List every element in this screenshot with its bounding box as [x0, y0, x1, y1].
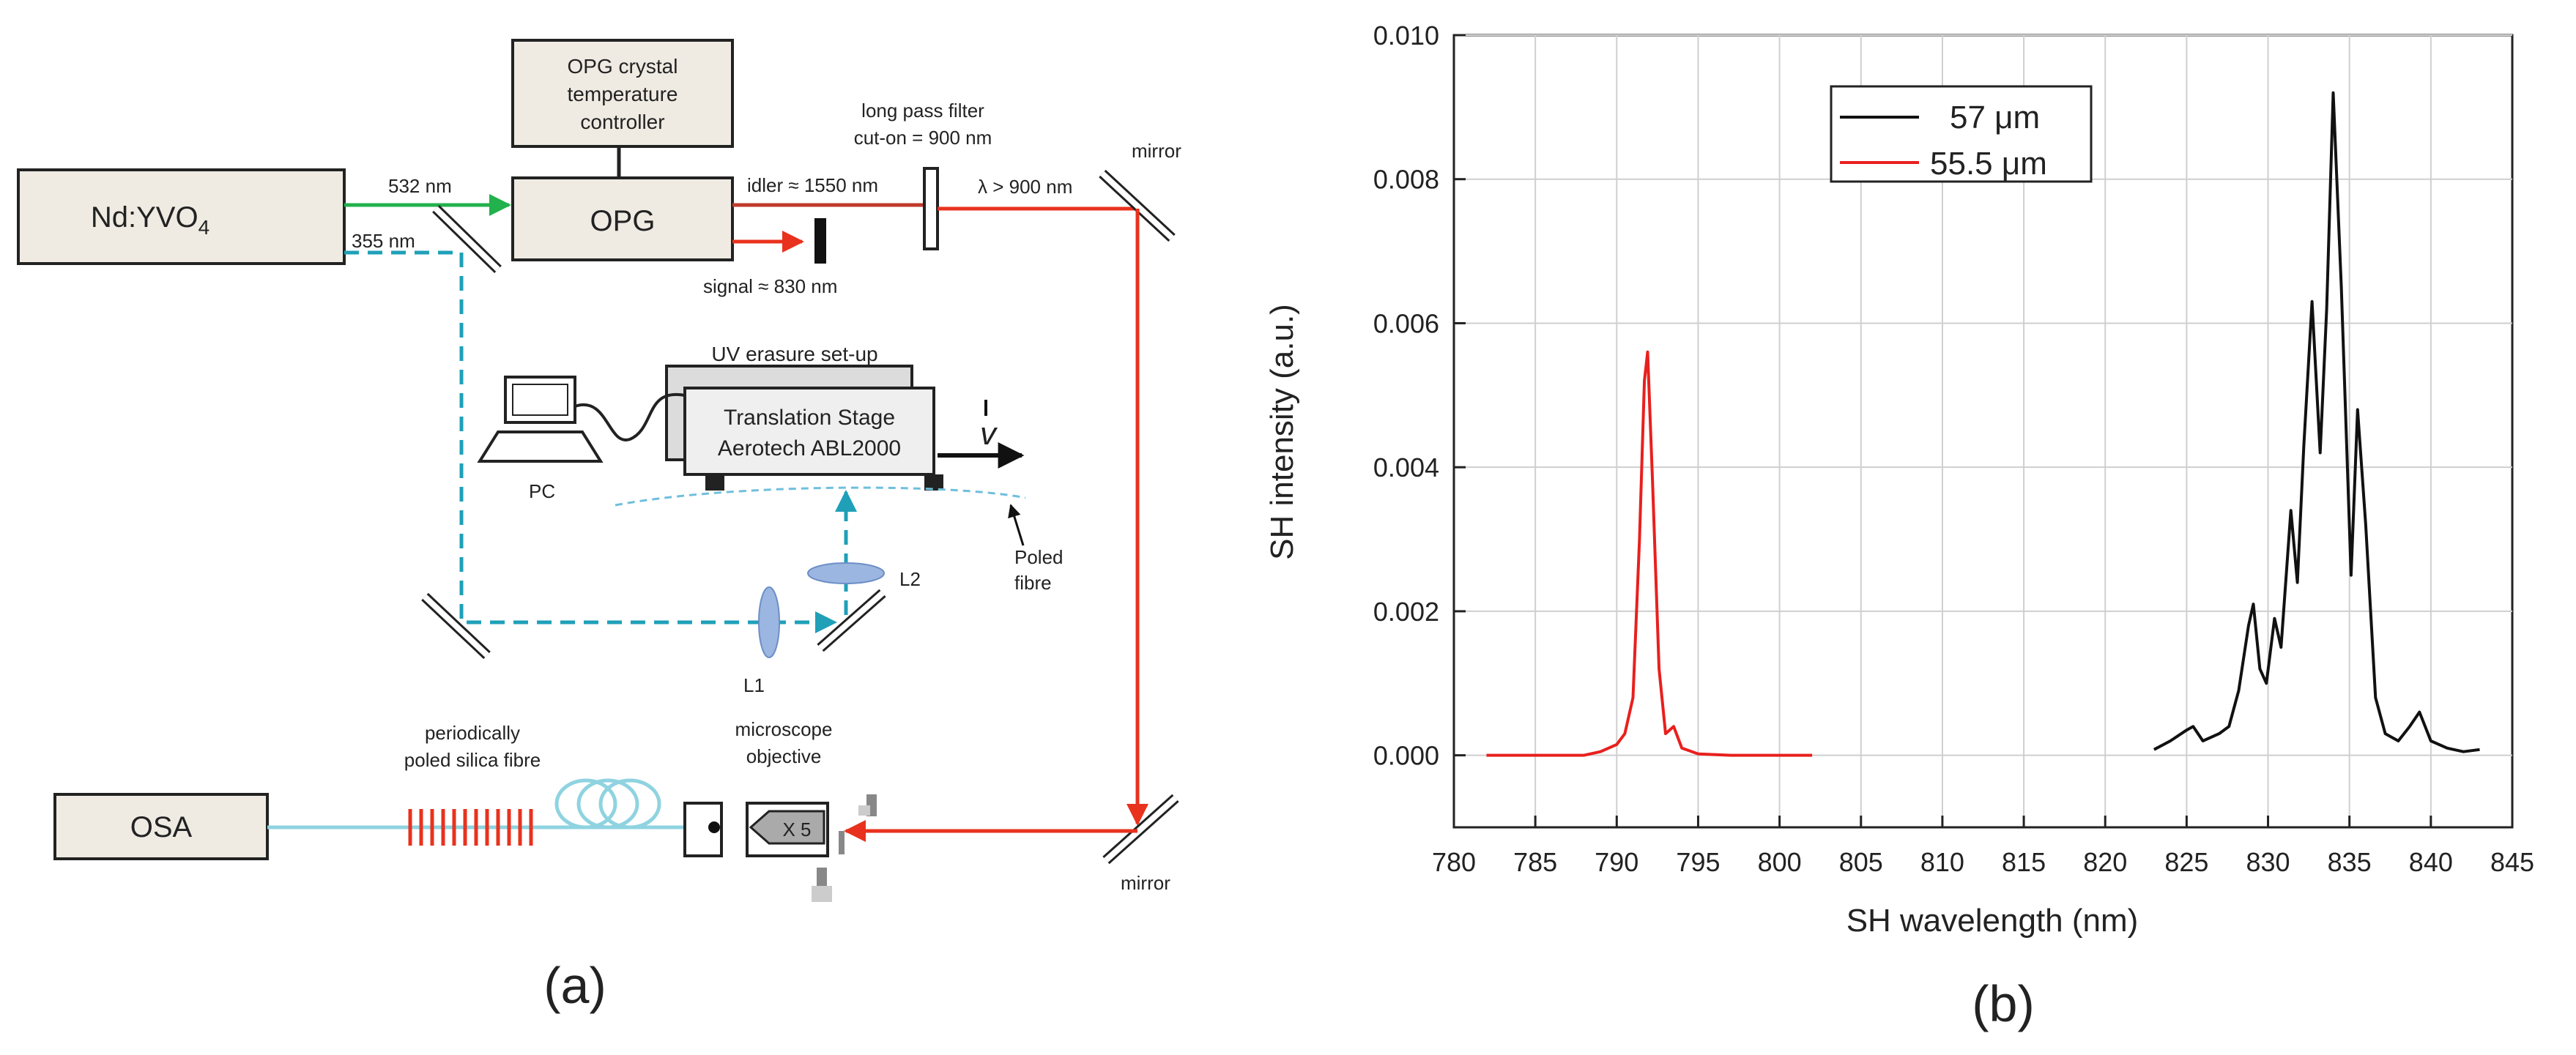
x-tick-label-830: 830: [2246, 847, 2290, 877]
x-tick-label-820: 820: [2083, 847, 2127, 877]
stage-label-2: Aerotech ABL2000: [718, 436, 901, 461]
velocity-label: v: [980, 416, 998, 452]
fibre-coil: [554, 778, 661, 830]
uv-beam-path: [344, 250, 837, 633]
translation-stage-box: [683, 387, 935, 476]
series-layer: [1486, 91, 2480, 757]
x-tick-label-810: 810: [1920, 847, 1964, 877]
legend-label-55-5: 55.5 μm: [1930, 146, 2047, 182]
beam-532-label: 532 nm: [388, 175, 452, 197]
mirror-top-label: mirror: [1132, 140, 1181, 162]
laser-label: Nd:YVO4: [91, 201, 209, 239]
panel-b-caption: (b): [1972, 975, 2035, 1032]
adjuster-top: [858, 794, 877, 816]
stage-label-1: Translation Stage: [724, 406, 895, 430]
y-tick-label-0.008: 0.008: [1373, 165, 1439, 195]
x-tick-label-805: 805: [1839, 847, 1883, 877]
l1-label: L1: [743, 674, 765, 696]
y-ticks: 0.000 0.002 0.004 0.006 0.008 0.010: [1373, 20, 1466, 771]
poled-fibre-curve: [615, 486, 1026, 507]
x-tick-label-815: 815: [2002, 847, 2046, 877]
x-tick-label-845: 845: [2490, 847, 2534, 877]
temperature-controller-box: [511, 39, 734, 148]
ppsf-label-1: periodically: [425, 722, 520, 744]
series-line-1: [1486, 350, 1813, 757]
grid: [1454, 34, 2512, 827]
y-tick-label-0.002: 0.002: [1373, 597, 1439, 627]
legend: 57 μm 55.5 μm: [1830, 85, 2093, 183]
x-tick-label-780: 780: [1432, 847, 1476, 877]
controller-label-3: controller: [580, 111, 664, 133]
ppsf-label-2: poled silica fibre: [404, 749, 541, 771]
objective-label-1: microscope: [735, 718, 833, 740]
panel-a-caption: (a): [543, 957, 606, 1014]
beam-355-label: 355 nm: [352, 230, 415, 252]
beam-dump: [814, 218, 826, 264]
poled-fibre-label-2: fibre: [1014, 572, 1052, 594]
signal-label: signal ≈ 830 nm: [703, 275, 837, 297]
y-tick-label-0.006: 0.006: [1373, 308, 1439, 338]
idler-label: idler ≈ 1550 nm: [747, 174, 878, 196]
x-tick-label-840: 840: [2409, 847, 2453, 877]
lambda-label: λ > 900 nm: [978, 176, 1072, 198]
x-tick-label-835: 835: [2328, 847, 2372, 877]
y-axis-label: SH intensity (a.u.): [1264, 304, 1300, 560]
grating-marks: [408, 809, 533, 846]
uv-setup-label: UV erasure set-up: [711, 343, 877, 365]
legend-label-57: 57 μm: [1950, 100, 2040, 135]
setup-diagram: Nd:YVO4 OPG crystal temperature controll…: [17, 39, 1181, 1014]
objective-mag-label: X 5: [782, 819, 811, 840]
osa-label: OSA: [130, 811, 193, 843]
filter-label-2: cut-on = 900 nm: [854, 127, 992, 149]
poled-fibre-label-1: Poled: [1014, 546, 1064, 568]
filter-label-1: long pass filter: [861, 100, 984, 122]
sh-spectrum-chart: 780 785 790 795 800 805 810 815 820 825 830 835 840 8…: [1264, 20, 2534, 1032]
pc-label: PC: [529, 480, 555, 502]
x-tick-label-790: 790: [1595, 847, 1638, 877]
x-axis-label: SH wavelength (nm): [1846, 903, 2139, 939]
mirror-bottom-label: mirror: [1121, 872, 1170, 894]
pc-icon: [477, 376, 686, 463]
controller-label-2: temperature: [568, 83, 678, 105]
controller-label-1: OPG crystal: [568, 55, 678, 78]
opg-label: OPG: [590, 205, 656, 237]
y-tick-label-0.000: 0.000: [1373, 741, 1439, 771]
x-ticks: 780 785 790 795 800 805 810 815 820 825 830 835 840 8…: [1432, 816, 2534, 877]
x-tick-label-800: 800: [1758, 847, 1802, 877]
opg-box: [511, 176, 734, 261]
lens-l2: [807, 562, 885, 584]
lens-l1: [758, 586, 780, 658]
x-tick-label-785: 785: [1513, 847, 1557, 877]
series-line-0: [2153, 91, 2480, 753]
laser-box: [17, 168, 346, 265]
x-tick-label-825: 825: [2164, 847, 2208, 877]
long-pass-filter: [923, 167, 939, 250]
x-tick-label-795: 795: [1676, 847, 1720, 877]
l2-label: L2: [899, 568, 921, 590]
y-tick-label-0.004: 0.004: [1373, 452, 1439, 482]
y-tick-label-0.010: 0.010: [1373, 20, 1439, 51]
objective-label-2: objective: [746, 745, 822, 767]
legend-box: [1830, 85, 2093, 183]
adjuster-bottom: [812, 868, 832, 902]
